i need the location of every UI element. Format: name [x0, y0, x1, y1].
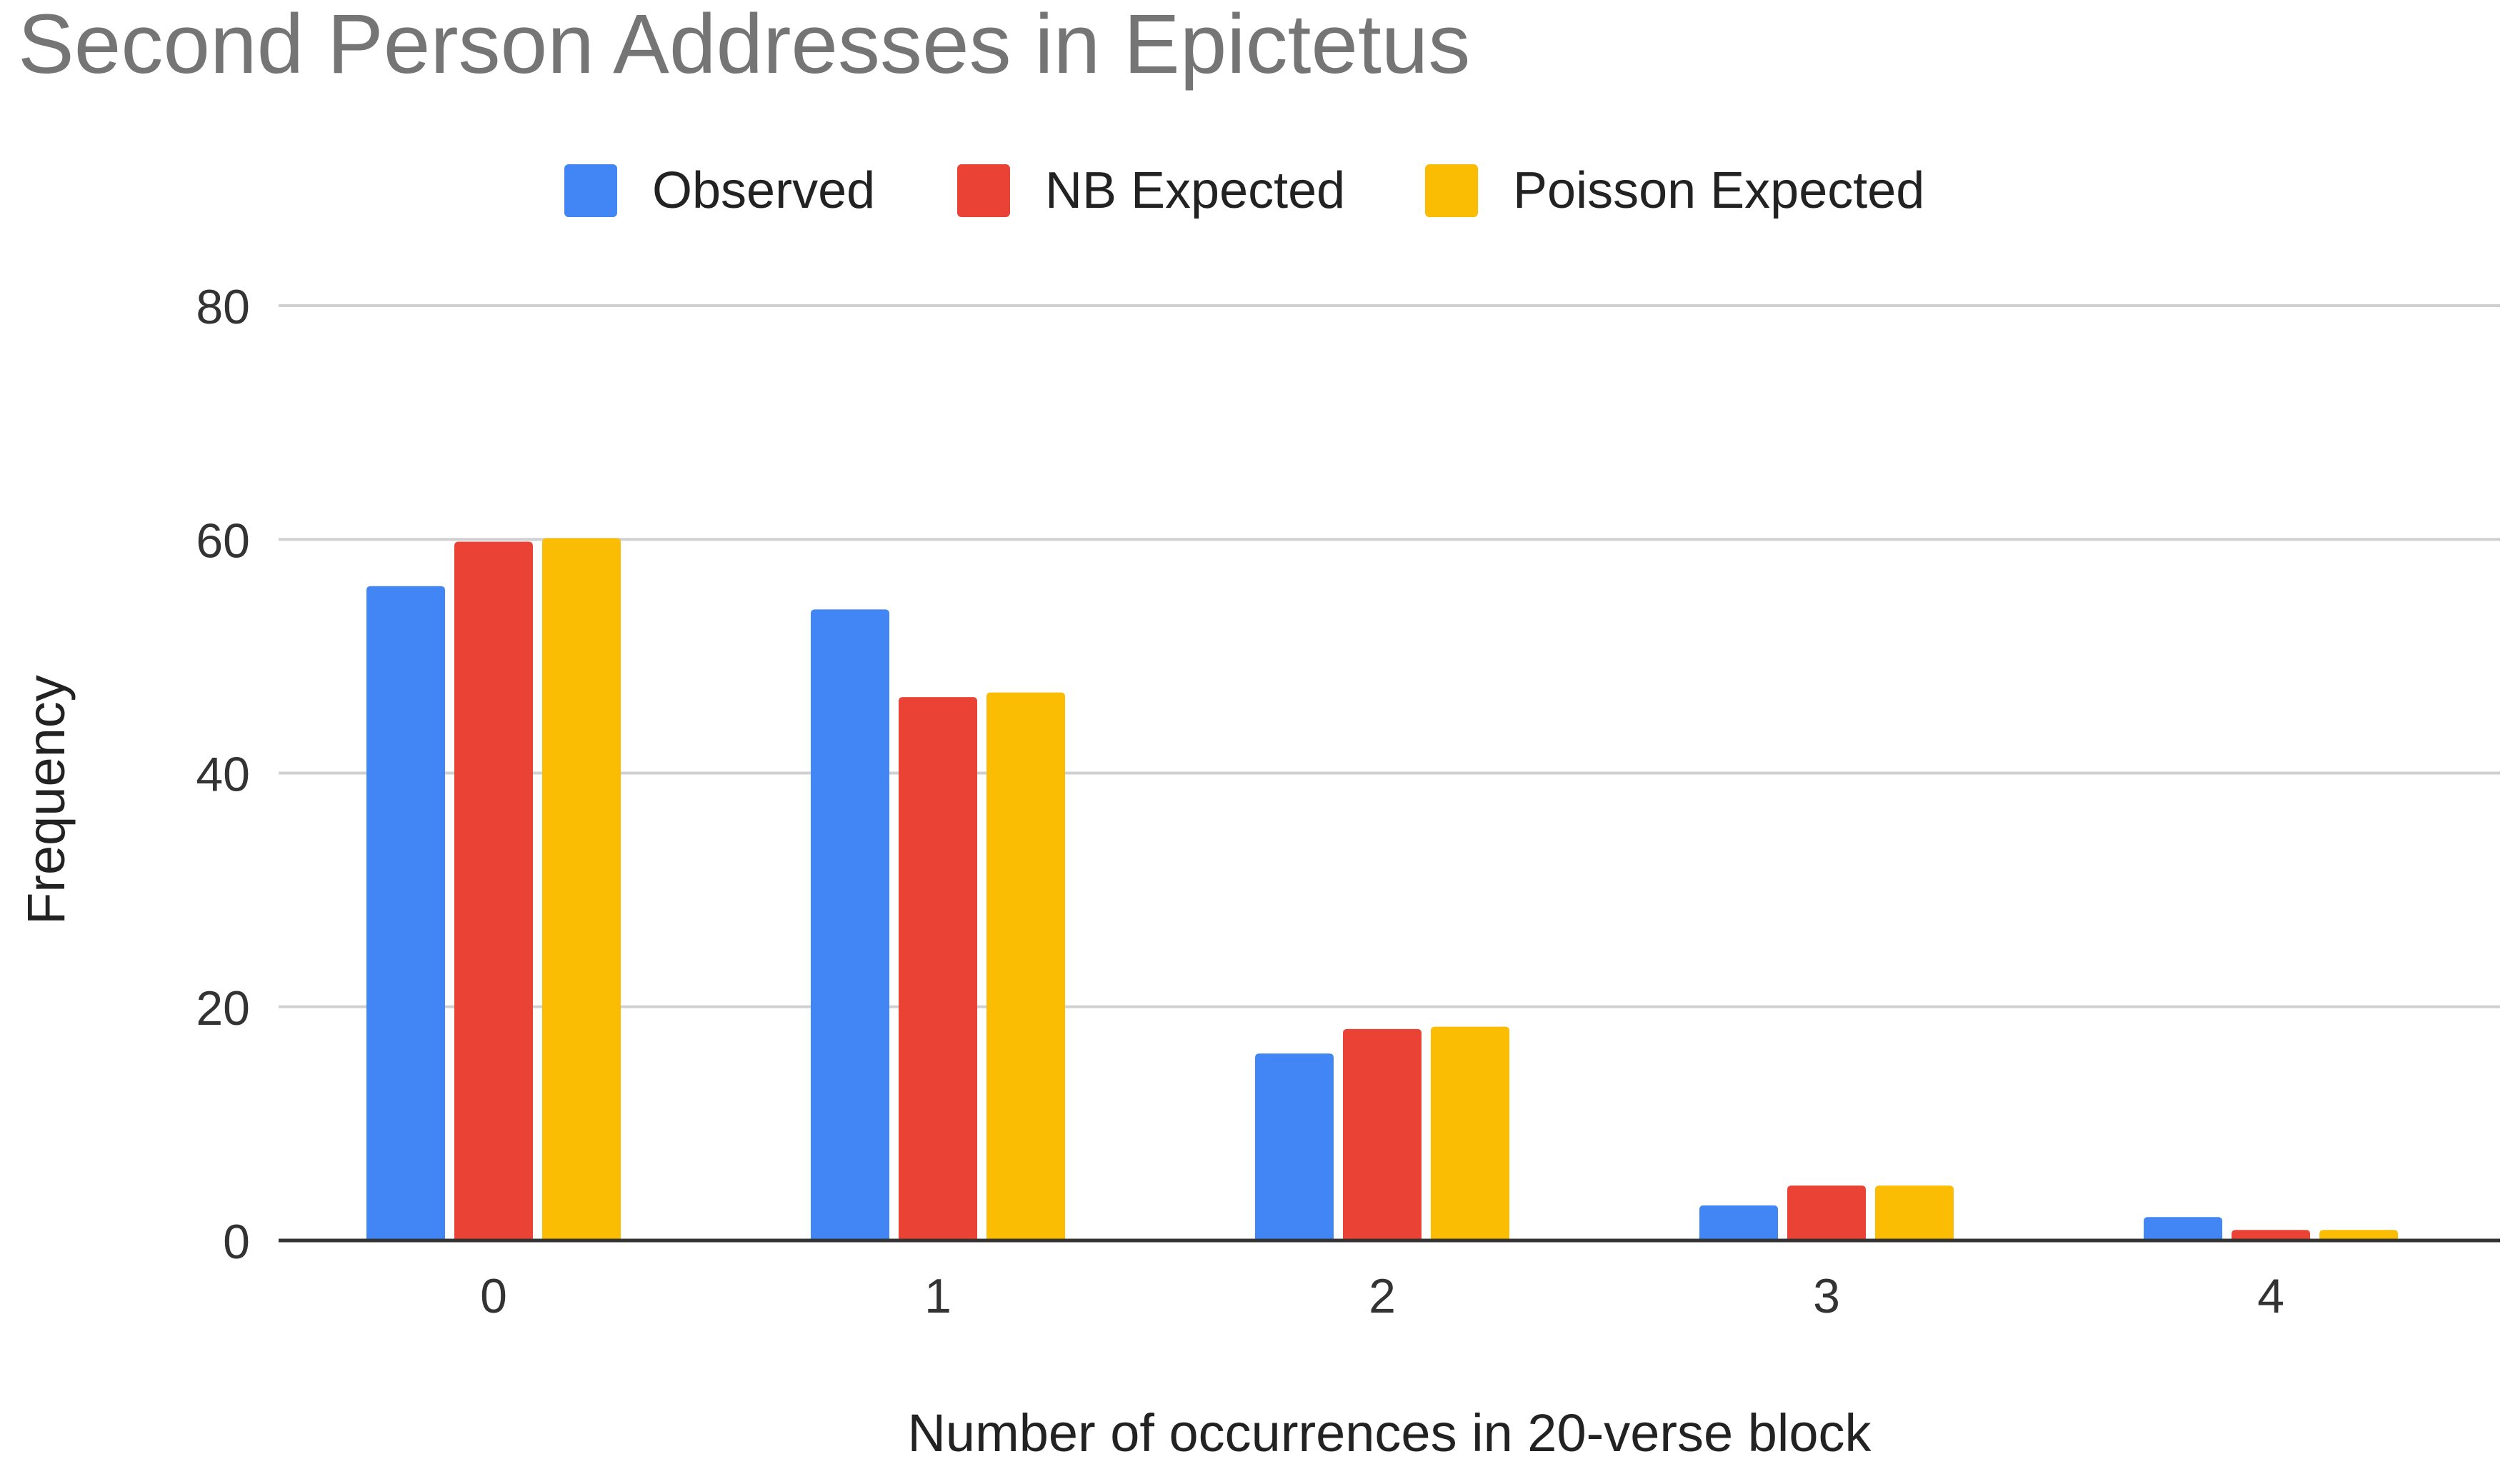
- x-tick-label: 4: [2257, 1269, 2284, 1323]
- bar-observed-2: [1255, 1053, 1334, 1240]
- legend-label: NB Expected: [1045, 162, 1345, 219]
- legend-swatch: [564, 164, 617, 217]
- x-axis-ticks: 0 1 2 3 4: [480, 1269, 2284, 1323]
- legend-label: Poisson Expected: [1513, 162, 1924, 219]
- x-tick-label: 0: [480, 1269, 507, 1323]
- bar-poisson-expected-2: [1431, 1026, 1509, 1240]
- y-tick-label: 40: [196, 748, 250, 802]
- bar-observed-0: [366, 586, 445, 1240]
- y-axis-ticks: 0 20 40 60 80: [196, 280, 250, 1269]
- bar-nb-expected-1: [899, 697, 977, 1240]
- legend-item-poisson-expected: Poisson Expected: [1425, 162, 1924, 219]
- legend-label: Observed: [652, 162, 875, 219]
- bar-observed-1: [811, 609, 889, 1240]
- y-tick-label: 20: [196, 981, 250, 1036]
- y-tick-label: 60: [196, 513, 250, 568]
- x-tick-label: 1: [924, 1269, 951, 1323]
- legend-item-observed: Observed: [564, 162, 875, 219]
- legend: Observed NB Expected Poisson Expected: [564, 162, 1924, 219]
- x-tick-label: 2: [1369, 1269, 1396, 1323]
- bar-poisson-expected-3: [1875, 1185, 1954, 1240]
- y-tick-label: 80: [196, 280, 250, 334]
- bars: [366, 538, 2398, 1240]
- bar-poisson-expected-1: [986, 692, 1065, 1240]
- bar-nb-expected-2: [1343, 1028, 1422, 1240]
- legend-swatch: [1425, 164, 1478, 217]
- legend-item-nb-expected: NB Expected: [957, 162, 1345, 219]
- x-axis-label: Number of occurrences in 20-verse block: [907, 1403, 1872, 1463]
- bar-nb-expected-3: [1787, 1185, 1866, 1240]
- bar-nb-expected-4: [2232, 1230, 2310, 1240]
- bar-poisson-expected-0: [542, 538, 621, 1240]
- bar-nb-expected-0: [454, 541, 533, 1240]
- legend-swatch: [957, 164, 1010, 217]
- bar-poisson-expected-4: [2319, 1230, 2398, 1240]
- y-axis-label: Frequency: [16, 675, 76, 925]
- gridlines: [279, 304, 2500, 1008]
- bar-observed-3: [1699, 1205, 1778, 1240]
- bar-observed-4: [2144, 1217, 2222, 1240]
- x-tick-label: 3: [1813, 1269, 1840, 1323]
- y-tick-label: 0: [223, 1215, 250, 1269]
- chart-title: Second Person Addresses in Epictetus: [18, 0, 1470, 91]
